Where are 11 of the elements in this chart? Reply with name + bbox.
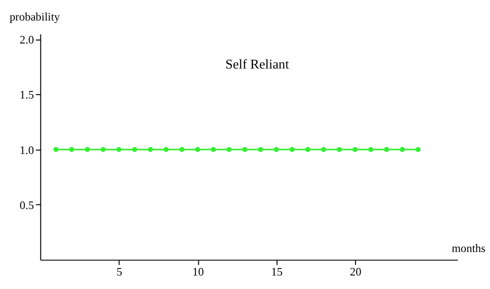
x-axis-title: months: [452, 243, 486, 256]
y-tick-label: 1.0: [20, 144, 34, 157]
y-tick-label: 1.5: [20, 90, 34, 102]
x-tick-label: 10: [192, 266, 204, 278]
y-axis-title: probability: [10, 11, 60, 24]
text: Self Reliant: [225, 56, 290, 72]
x-tick-label: 15: [271, 266, 283, 278]
y-tick-label: 2.0: [20, 34, 34, 47]
y-tick-label: 0.5: [20, 200, 34, 212]
x-tick-label: 5: [116, 266, 123, 278]
x-tick-label: 20: [350, 266, 362, 278]
